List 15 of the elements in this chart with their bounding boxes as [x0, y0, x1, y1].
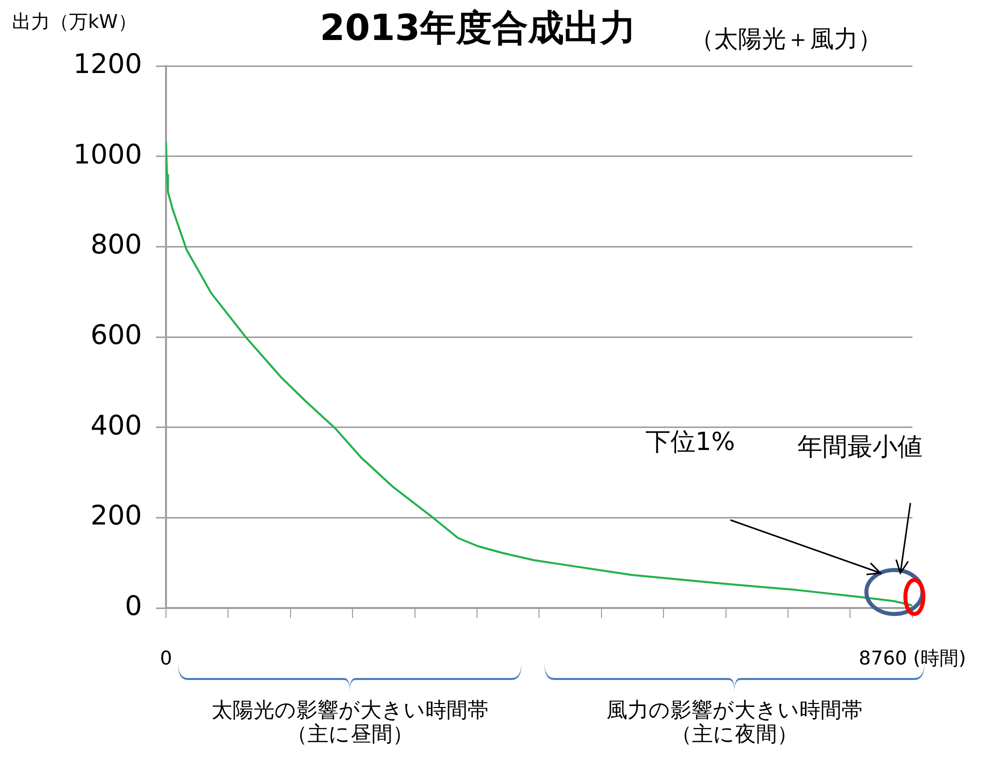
text: 太陽光の影響が大きい時間帯（主に昼間） [210, 698, 490, 746]
x-tick-label: 8760 (時間) [858, 647, 966, 670]
y-axis-title: 出力（万kW） [12, 11, 137, 34]
y-tick-label: 800 [90, 230, 142, 261]
chart-title: 2013年度合成出力 [320, 8, 636, 49]
annotation: 年間最小値 [797, 432, 922, 462]
chart-subtitle: （太陽光＋風力） [690, 25, 882, 54]
y-tick-label: 0 [124, 591, 142, 622]
y-tick-label: 400 [90, 410, 142, 442]
annotation: 下位1% [645, 427, 736, 457]
text: 風力の影響が大きい時間帯（主に夜間） [606, 698, 864, 746]
y-tick-label: 1200 [73, 49, 142, 80]
y-tick-label: 600 [90, 320, 142, 352]
y-tick-label: 200 [90, 500, 142, 532]
y-tick-label: 1000 [73, 139, 142, 170]
